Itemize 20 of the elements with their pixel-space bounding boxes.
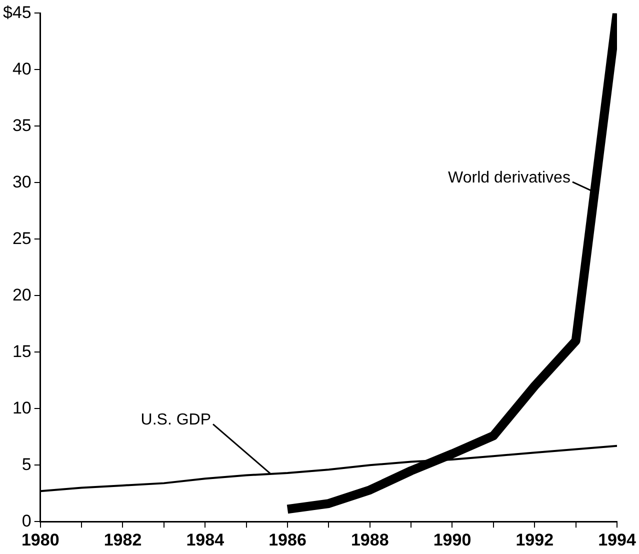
- x-tick-label: 1990: [433, 530, 472, 550]
- text: U.S. GDP: [140, 412, 212, 429]
- y-tick-label: 20: [12, 285, 32, 304]
- y-tick-label: 10: [12, 398, 32, 418]
- y-tick-label: 15: [12, 342, 32, 361]
- y-tick-label: 5: [22, 454, 32, 474]
- y-tick-label: 40: [12, 59, 32, 78]
- x-tick-label: 1986: [268, 530, 306, 550]
- y-tick-label: 25: [12, 228, 32, 248]
- y-tick-label: 0: [22, 511, 32, 530]
- x-tick-label: 1980: [21, 530, 60, 550]
- x-tick-label: 1982: [104, 530, 142, 550]
- x-tick-label: 1988: [350, 530, 389, 550]
- x-tick-label: 1994: [598, 530, 636, 550]
- x-tick-label: 1992: [516, 530, 554, 550]
- y-tick-label: 30: [12, 172, 32, 192]
- x-tick-label: 1984: [186, 530, 225, 550]
- legend-label: World derivatives: [448, 169, 570, 186]
- y-tick-label: 35: [12, 116, 32, 135]
- y-tick-label: $45: [2, 2, 32, 22]
